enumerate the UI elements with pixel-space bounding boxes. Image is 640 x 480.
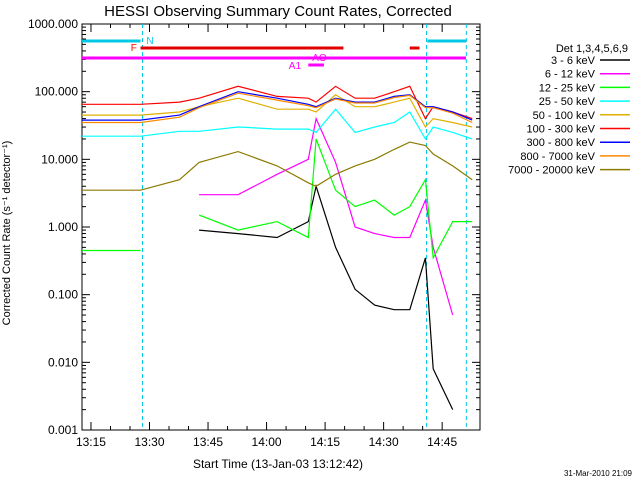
legend-label: 3 - 6 keV <box>551 55 596 67</box>
series-line-50to100keV <box>82 94 473 129</box>
legend-label: 12 - 25 keV <box>539 82 596 94</box>
status-label-N: N <box>146 36 153 47</box>
timestamp: 31-Mar-2010 21:09 <box>564 469 633 478</box>
series-line-800to7000keV <box>82 92 473 124</box>
status-label-AO: AO <box>312 53 327 64</box>
series-line-12to25keV <box>198 138 473 260</box>
series-line-3to6keV <box>199 183 454 410</box>
plot-area: 0.001 0.010 0.100 1.000 10.000 100.000 1000.00… <box>28 17 630 449</box>
y-tick-label: 10.000 <box>41 152 78 166</box>
y-tick-label: 0.010 <box>48 355 78 369</box>
legend-label: 300 - 800 keV <box>527 137 596 149</box>
legend-label: 100 - 300 keV <box>527 124 596 136</box>
status-label-A1: A1 <box>289 61 302 72</box>
x-tick-label: 14:45 <box>427 435 457 449</box>
series-line-6to12keV <box>199 116 454 316</box>
legend-label: 50 - 100 keV <box>533 110 596 122</box>
status-label-F: F <box>131 43 137 54</box>
chart-title: HESSI Observing Summary Count Rates, Cor… <box>104 3 452 20</box>
legend-label: 7000 - 20000 keV <box>508 165 596 177</box>
x-tick-label: 14:30 <box>369 435 399 449</box>
legend-label: 800 - 7000 keV <box>520 151 595 163</box>
y-tick-label: 100.000 <box>35 85 79 99</box>
series-line-300to800keV <box>82 91 473 121</box>
series-line-100to300keV <box>82 85 473 120</box>
y-tick-label: 0.100 <box>48 288 78 302</box>
y-axis-label: Corrected Count Rate (s⁻¹ detector⁻¹) <box>1 141 13 326</box>
x-tick-label: 13:30 <box>134 435 164 449</box>
legend-label: 6 - 12 keV <box>545 69 596 81</box>
x-tick-label: 14:15 <box>310 435 340 449</box>
y-tick-label: 1000.000 <box>28 17 78 31</box>
x-tick-label: 13:15 <box>76 435 106 449</box>
y-tick-label: 1.000 <box>48 220 78 234</box>
series-line-7000to20000keV <box>82 141 473 191</box>
legend-label: 25 - 50 keV <box>539 96 596 108</box>
x-tick-label: 13:45 <box>193 435 223 449</box>
x-tick-label: 14:00 <box>252 435 282 449</box>
x-axis-label: Start Time (13-Jan-03 13:12:42) <box>193 457 363 471</box>
legend-title: Det 1,3,4,5,6,9 <box>556 43 628 55</box>
series-line-25to50keV <box>82 108 473 141</box>
plot-frame <box>81 23 481 431</box>
y-tick-label: 0.001 <box>48 423 78 437</box>
